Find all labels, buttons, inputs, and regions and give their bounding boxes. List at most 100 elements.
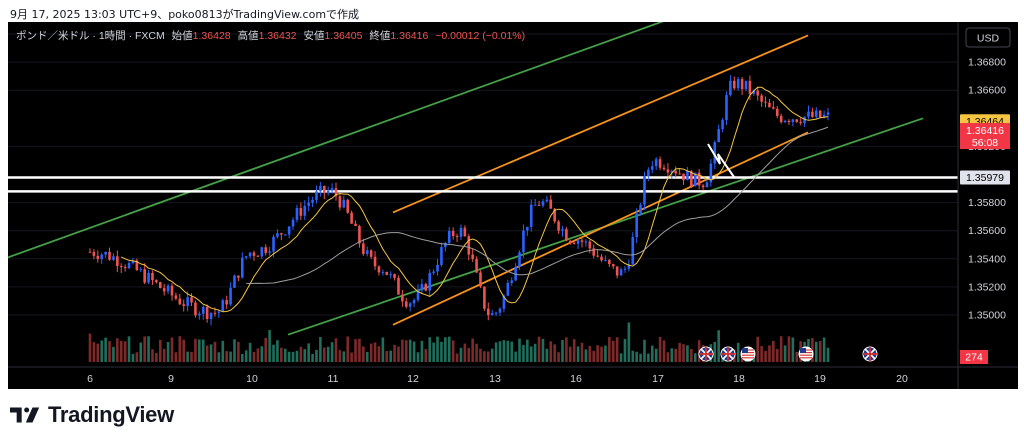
uk-flag-icon[interactable] xyxy=(698,346,714,362)
us-flag-icon[interactable] xyxy=(740,346,756,362)
volume-bar xyxy=(795,351,799,362)
volume-bar xyxy=(479,348,482,362)
volume-bar xyxy=(272,344,275,362)
candle-body xyxy=(412,299,416,304)
volume-bar xyxy=(186,351,189,362)
candle-body xyxy=(127,262,131,269)
volume-bar xyxy=(537,336,541,362)
candle-body xyxy=(490,313,494,316)
candle-body xyxy=(123,266,127,269)
candle-body xyxy=(190,297,193,303)
candle-body xyxy=(428,272,432,291)
volume-bar xyxy=(635,351,638,362)
forecast-arrow[interactable] xyxy=(707,143,735,178)
candle-body xyxy=(518,252,521,267)
trend-channels[interactable] xyxy=(8,22,924,336)
candle-body xyxy=(358,225,361,244)
candle-body xyxy=(635,213,638,238)
volume-bar xyxy=(147,336,150,362)
candle-body xyxy=(588,241,592,249)
volume-bar xyxy=(127,336,131,362)
candle-body xyxy=(549,199,553,209)
candle-body xyxy=(455,236,459,238)
volume-bar xyxy=(814,341,818,362)
event-flags[interactable] xyxy=(698,346,878,362)
candle-body xyxy=(537,204,541,206)
channel-lower-orange xyxy=(392,131,809,326)
currency-button[interactable] xyxy=(965,27,1011,48)
volume-bar xyxy=(315,349,318,362)
volume-bar xyxy=(123,341,127,362)
candle-body xyxy=(533,204,537,206)
candle-body xyxy=(389,274,392,276)
volume-bar xyxy=(151,349,154,362)
brand-name: TradingView xyxy=(48,402,174,427)
candle-body xyxy=(475,259,478,273)
candle-body xyxy=(420,284,424,291)
candle-body xyxy=(494,312,498,314)
volume-bar xyxy=(561,339,564,362)
candle-body xyxy=(580,240,584,242)
volume-bar xyxy=(768,345,771,362)
volume-bar xyxy=(276,340,279,362)
legend-low-value: 1.36405 xyxy=(324,30,362,42)
volume-bar xyxy=(96,343,100,362)
candle-body xyxy=(826,112,830,115)
candle-body xyxy=(96,255,100,259)
candle-body xyxy=(362,243,365,254)
volume-bar xyxy=(783,345,787,362)
volume-bar xyxy=(654,348,658,362)
volume-bar xyxy=(260,346,264,362)
uk-flag-icon[interactable] xyxy=(862,346,878,362)
price-tick-label: 1.36600 xyxy=(968,85,1006,97)
candle-body xyxy=(291,219,295,227)
candle-body xyxy=(744,80,748,90)
volume-bar xyxy=(576,346,580,362)
candle-body xyxy=(248,252,252,257)
volume-bar xyxy=(682,344,685,362)
brand-footer[interactable]: TradingView xyxy=(10,402,174,428)
flag-canton xyxy=(742,348,748,353)
candle-body xyxy=(397,277,400,295)
uk-flag-icon[interactable] xyxy=(720,346,736,362)
candle-body xyxy=(611,264,615,267)
support-lines[interactable] xyxy=(8,176,958,193)
candle-body xyxy=(369,250,373,257)
volume-bar xyxy=(471,338,474,362)
volume-bar xyxy=(158,339,162,362)
candle-body xyxy=(201,306,205,314)
candle-body xyxy=(408,303,412,307)
candle-body xyxy=(256,255,260,257)
time-tick-label: 18 xyxy=(733,373,745,385)
fast-moving-average xyxy=(120,86,829,313)
candle-body xyxy=(151,272,154,281)
candle-body xyxy=(572,242,576,244)
volume-bar xyxy=(201,339,205,362)
candle-body xyxy=(346,199,350,213)
candle-body xyxy=(674,170,678,174)
chart-frame[interactable]: 1.370001.368001.366001.362001.358001.356… xyxy=(8,22,1018,389)
volume-bar xyxy=(506,340,510,362)
price-chart[interactable]: 1.370001.368001.366001.362001.358001.356… xyxy=(8,22,1018,389)
last-price-badge: 1.36416 xyxy=(966,125,1004,137)
volume-bar xyxy=(553,344,556,362)
candle-body xyxy=(401,294,404,302)
candle-body xyxy=(92,251,96,256)
volume-bar xyxy=(467,347,471,362)
candle-body xyxy=(283,234,287,236)
candle-body xyxy=(545,199,549,202)
volume-bar xyxy=(256,348,260,362)
volume-bar xyxy=(139,342,143,362)
candle-body xyxy=(811,111,814,117)
time-axis[interactable]: 6 9 10 11 12 13 16 17 18 19 20 xyxy=(87,373,908,385)
last-price-badge-background xyxy=(960,123,1010,150)
volume-bar xyxy=(526,339,529,362)
candle-body xyxy=(623,268,627,270)
volume-bar xyxy=(408,339,412,362)
volume-bar xyxy=(498,341,502,362)
candle-body xyxy=(88,251,92,253)
candle-body xyxy=(373,256,377,267)
candle-body xyxy=(178,298,182,305)
us-flag-icon[interactable] xyxy=(798,346,814,362)
time-tick-label: 11 xyxy=(328,373,339,385)
